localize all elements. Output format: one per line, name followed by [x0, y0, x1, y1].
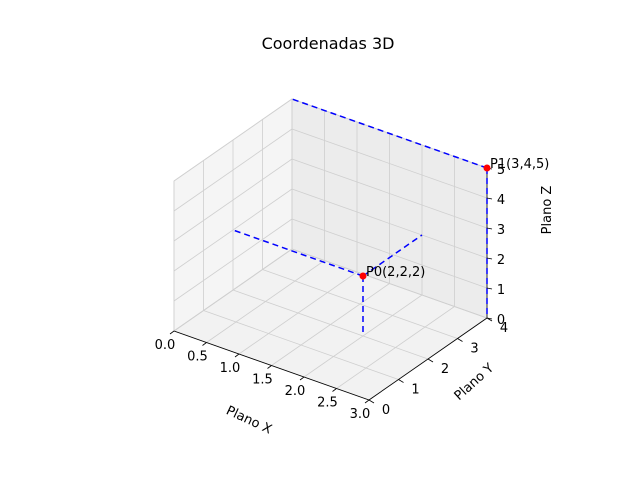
grid-line-z-side	[173, 188, 293, 272]
z-tick-mark	[486, 227, 493, 230]
data-point-label: P1(3,4,5)	[490, 157, 549, 172]
z-tick-mark	[486, 257, 493, 260]
x-tick-label: 2.0	[285, 384, 306, 399]
x-tick-mark	[332, 388, 337, 392]
y-tick-label: 4	[500, 321, 508, 336]
z-tick-mark	[486, 197, 493, 200]
x-tick-label: 1.0	[220, 361, 241, 376]
grid-line-z-back	[291, 188, 488, 259]
grid-line-z-side	[173, 128, 293, 212]
y-tick-label: 1	[411, 383, 419, 398]
grid-line-y-floor	[262, 269, 458, 339]
grid-line-z-side	[173, 218, 293, 302]
grid-lines	[173, 98, 488, 401]
x-tick-label: 0.5	[187, 350, 208, 365]
grid-line-z-back	[291, 218, 488, 289]
z-tick-label: 0	[497, 313, 505, 328]
x-tick-label: 2.5	[317, 396, 338, 411]
grid-line-z-side	[173, 158, 293, 242]
x-tick-mark	[364, 399, 370, 404]
projection-line-x	[232, 229, 364, 277]
x-tick-mark	[267, 365, 272, 369]
data-point	[359, 272, 367, 280]
x-tick-mark	[234, 353, 240, 358]
y-tick-mark	[368, 399, 375, 404]
y-axis-label: Plano Y	[452, 361, 498, 404]
x-tick-label: 1.5	[252, 373, 273, 388]
x-tick-label: 0.0	[155, 338, 176, 353]
data-point	[483, 164, 491, 172]
y-tick-label: 0	[382, 403, 390, 418]
data-point-label: P0(2,2,2)	[366, 265, 425, 280]
z-tick-label: 1	[497, 283, 505, 298]
y-tick-mark	[457, 338, 463, 342]
projection-line-x	[291, 98, 488, 169]
x-axis-label: Plano X	[224, 403, 275, 437]
grid-line-z-back	[291, 128, 488, 199]
y-tick-label: 2	[441, 362, 449, 377]
grid-line-y-floor	[203, 310, 399, 380]
chart-title: Coordenadas 3D	[262, 34, 395, 53]
projection-lines	[232, 98, 488, 336]
y-tick-label: 3	[470, 342, 478, 357]
z-tick-label: 3	[497, 223, 505, 238]
y-tick-mark	[398, 379, 404, 383]
z-tick-label: 4	[497, 193, 505, 208]
data-points: P0(2,2,2) P1(3,4,5)	[359, 157, 549, 280]
projection-line-y	[362, 234, 423, 277]
grid-line-z-back	[291, 158, 488, 229]
grid-line-z-side	[173, 98, 293, 182]
x-tick-mark	[169, 330, 175, 335]
x-tick-label: 3.0	[350, 407, 371, 422]
x-tick-mark	[299, 376, 305, 381]
z-tick-mark	[486, 287, 493, 290]
z-tick-mark	[486, 317, 493, 320]
z-tick-label: 5	[497, 163, 505, 178]
z-axis-label: Plano Z	[540, 186, 555, 235]
grid-line-z-side	[173, 248, 293, 332]
grid-line-z-back	[291, 248, 488, 319]
y-tick-mark	[427, 358, 434, 363]
z-tick-label: 2	[497, 253, 505, 268]
grid-line-y-floor	[232, 289, 429, 360]
x-tick-mark	[202, 342, 207, 346]
